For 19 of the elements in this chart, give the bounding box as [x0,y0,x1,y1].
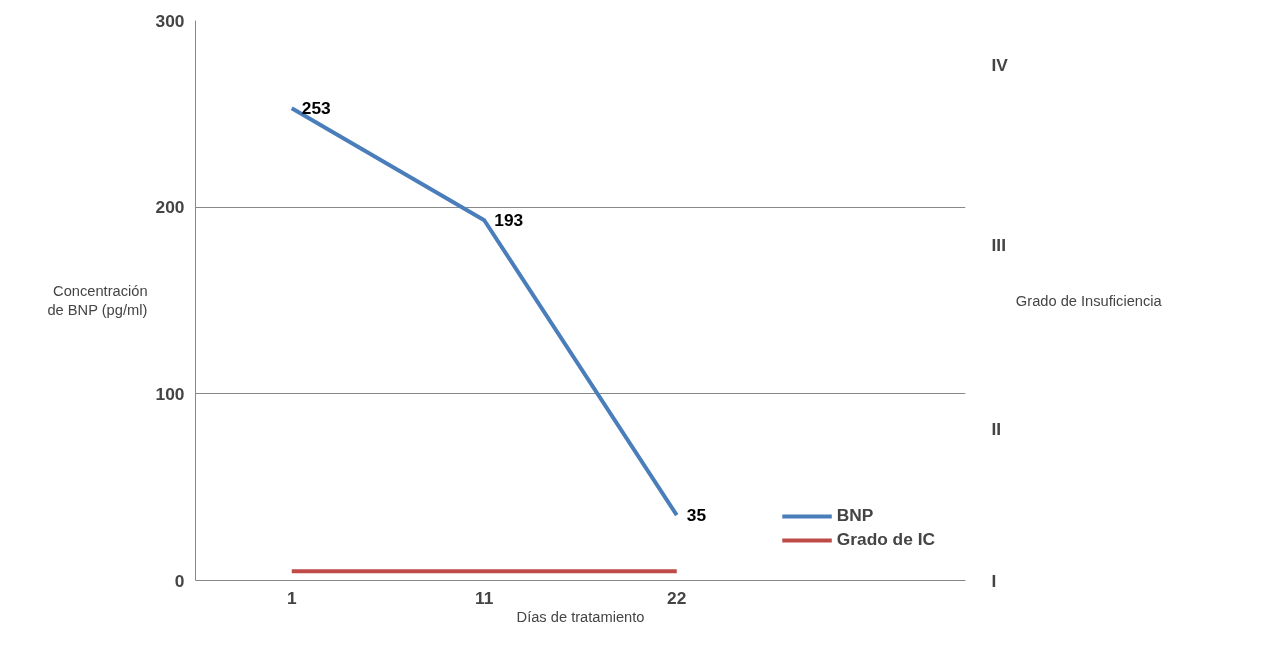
y-axis-title: Concentración de BNP (pg/ml) [47,282,148,319]
data-label: 193 [494,210,524,231]
x-tick-label: 22 [667,587,687,608]
text: Grado de Insuficiencia [1015,292,1163,309]
y-tick-label: 0 [174,570,185,591]
x-tick-label: 11 [475,587,494,608]
text: III [991,234,1006,255]
text: I [991,570,997,591]
y-tick-label: 100 [155,383,185,404]
x-tick-label: 1 [286,587,297,608]
data-label: 253 [301,98,332,119]
legend-label: Grado de IC [836,529,935,550]
y-tick-label: 300 [155,10,185,31]
legend-label: BNP [836,505,874,526]
text: IV [991,55,1009,76]
x-axis-title: Días de tratamiento [516,608,645,625]
text: II [991,419,1002,440]
data-label: 35 [686,505,707,526]
y-tick-label: 200 [155,197,185,218]
